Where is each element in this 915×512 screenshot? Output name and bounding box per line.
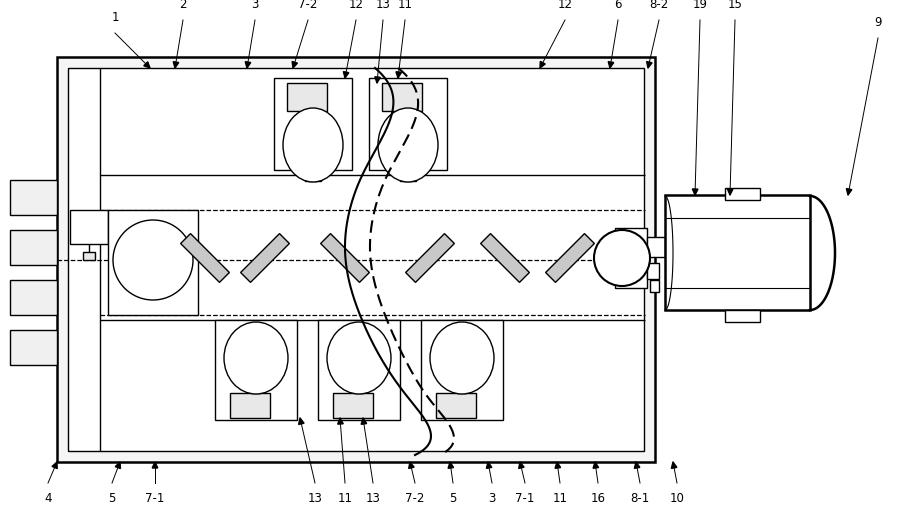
Polygon shape xyxy=(180,233,230,283)
Polygon shape xyxy=(245,61,251,68)
Bar xyxy=(665,195,810,310)
Polygon shape xyxy=(409,462,414,468)
Polygon shape xyxy=(555,462,561,468)
Bar xyxy=(333,393,373,418)
Text: 7-1: 7-1 xyxy=(145,492,165,505)
Bar xyxy=(725,188,760,200)
Polygon shape xyxy=(152,462,157,468)
Text: 11: 11 xyxy=(338,492,352,505)
Polygon shape xyxy=(672,462,677,468)
Text: 12: 12 xyxy=(557,0,573,11)
Polygon shape xyxy=(320,233,370,283)
Polygon shape xyxy=(540,61,545,68)
Text: 3: 3 xyxy=(252,0,259,11)
Polygon shape xyxy=(519,462,524,468)
Polygon shape xyxy=(173,61,178,68)
Bar xyxy=(10,280,57,315)
Bar xyxy=(274,78,352,170)
Polygon shape xyxy=(405,233,455,283)
Bar xyxy=(615,228,647,288)
Bar xyxy=(215,320,297,420)
Text: 13: 13 xyxy=(307,492,322,505)
Polygon shape xyxy=(52,462,58,468)
Ellipse shape xyxy=(283,108,343,182)
Bar xyxy=(369,78,447,170)
Text: 15: 15 xyxy=(727,0,742,11)
Text: 16: 16 xyxy=(590,492,606,505)
Bar xyxy=(10,180,57,215)
Bar xyxy=(287,83,327,111)
Bar xyxy=(10,330,57,365)
Polygon shape xyxy=(727,189,733,195)
Ellipse shape xyxy=(113,220,193,300)
Polygon shape xyxy=(448,462,454,468)
Polygon shape xyxy=(480,233,530,283)
Bar xyxy=(421,320,503,420)
Bar xyxy=(650,280,659,292)
Ellipse shape xyxy=(430,322,494,394)
Polygon shape xyxy=(298,418,304,424)
Polygon shape xyxy=(608,61,614,68)
Polygon shape xyxy=(361,418,367,424)
Polygon shape xyxy=(144,62,150,68)
Text: 6: 6 xyxy=(614,0,622,11)
Polygon shape xyxy=(375,77,381,83)
Bar xyxy=(382,83,422,111)
Bar xyxy=(400,171,416,181)
Polygon shape xyxy=(593,462,598,468)
Polygon shape xyxy=(396,72,402,78)
Bar xyxy=(68,68,644,451)
Bar xyxy=(725,310,760,322)
Polygon shape xyxy=(647,61,652,68)
Polygon shape xyxy=(487,462,492,468)
Bar xyxy=(318,320,400,420)
Text: 1: 1 xyxy=(112,11,119,24)
Text: 13: 13 xyxy=(375,0,391,11)
Text: 10: 10 xyxy=(670,492,684,505)
Bar xyxy=(647,263,659,279)
Bar xyxy=(436,393,476,418)
Bar xyxy=(10,230,57,265)
Polygon shape xyxy=(634,462,640,468)
Bar xyxy=(647,237,665,257)
Text: 7-1: 7-1 xyxy=(515,492,534,505)
Ellipse shape xyxy=(378,108,438,182)
Polygon shape xyxy=(115,462,121,468)
Text: 9: 9 xyxy=(874,16,882,29)
Ellipse shape xyxy=(224,322,288,394)
Polygon shape xyxy=(846,188,852,195)
Polygon shape xyxy=(292,61,297,68)
Bar xyxy=(305,171,321,181)
Ellipse shape xyxy=(594,230,650,286)
Text: 3: 3 xyxy=(489,492,496,505)
Text: 8-1: 8-1 xyxy=(630,492,650,505)
Polygon shape xyxy=(338,418,343,424)
Text: 5: 5 xyxy=(449,492,457,505)
Text: 12: 12 xyxy=(349,0,363,11)
Text: 4: 4 xyxy=(44,492,52,505)
Ellipse shape xyxy=(327,322,391,394)
Text: 8-2: 8-2 xyxy=(650,0,669,11)
Bar xyxy=(57,57,655,462)
Text: 5: 5 xyxy=(108,492,115,505)
Text: 13: 13 xyxy=(366,492,381,505)
Polygon shape xyxy=(343,72,349,78)
Polygon shape xyxy=(545,233,595,283)
Text: 7-2: 7-2 xyxy=(405,492,425,505)
Text: 2: 2 xyxy=(179,0,187,11)
Text: 11: 11 xyxy=(397,0,413,11)
Bar xyxy=(83,252,95,260)
Polygon shape xyxy=(241,233,289,283)
Text: 11: 11 xyxy=(553,492,567,505)
Text: 7-2: 7-2 xyxy=(298,0,318,11)
Bar xyxy=(230,393,270,418)
Bar xyxy=(70,210,108,244)
Polygon shape xyxy=(693,189,698,195)
Bar xyxy=(108,210,198,315)
Text: 19: 19 xyxy=(693,0,707,11)
